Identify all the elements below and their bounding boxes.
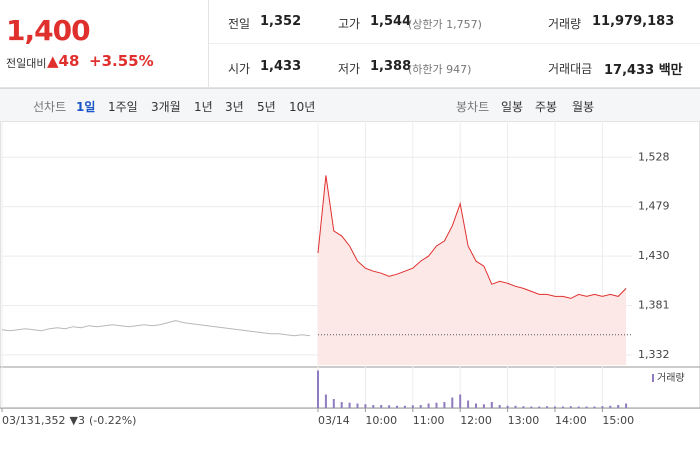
y-tick-label: 1,479 — [638, 200, 670, 213]
x-tick-label: 14:00 — [555, 414, 587, 427]
summary-label: 거래량 — [548, 17, 582, 31]
volume-bar — [506, 405, 509, 408]
volume-bar — [490, 402, 493, 408]
info-price: 1,352 — [34, 414, 66, 427]
volume-bar — [625, 403, 628, 408]
info-change: ▼3 — [70, 414, 85, 427]
summary-label: 저가 — [338, 62, 361, 76]
period-tab[interactable]: 5년 — [257, 100, 276, 114]
volume-bar — [609, 405, 612, 408]
y-tick-label: 1,332 — [638, 348, 670, 361]
volume-bar — [451, 397, 454, 408]
summary-label: 전일 — [228, 17, 251, 31]
volume-bar — [443, 402, 446, 408]
price-line — [317, 175, 627, 299]
candle-tab[interactable]: 월봉 — [572, 100, 595, 114]
volume-bar — [340, 402, 343, 408]
volume-bar — [514, 405, 517, 408]
price-box — [0, 0, 209, 88]
volume-bar — [554, 406, 556, 408]
info-change-pct: (-0.22%) — [89, 414, 137, 427]
summary-value: 1,352 — [260, 14, 302, 29]
summary-divider — [209, 43, 700, 44]
volume-bar — [403, 405, 406, 408]
tab-bar: 선차트 봉차트 1일 1주일 3개월 1년 3년 5년 10년 일봉 주봉 월봉 — [0, 88, 700, 122]
period-tab[interactable]: 3개월 — [151, 100, 181, 114]
period-tab[interactable]: 1년 — [194, 100, 213, 114]
volume-bar — [459, 394, 462, 408]
volume-bar — [538, 406, 541, 408]
volume-bar — [435, 402, 438, 408]
summary-value: 1,433 — [260, 59, 302, 74]
chart: 1,332 1,381 1,430 1,479 1,528 03/13 03/14 10:00… — [0, 121, 700, 427]
summary-value: 11,979,183 — [592, 14, 675, 29]
legend-swatch — [652, 374, 654, 382]
volume-bar — [419, 405, 422, 408]
volume-bar — [593, 406, 596, 408]
summary-value: 1,544 — [370, 14, 412, 29]
change-label: 전일대비 — [6, 57, 47, 70]
y-tick-label: 1,381 — [638, 299, 670, 312]
volume-bar — [317, 370, 319, 408]
volume-bar — [617, 405, 620, 408]
summary-label: 시가 — [228, 62, 251, 76]
volume-bar — [569, 406, 572, 408]
x-tick-label: 12:00 — [460, 414, 492, 427]
x-tick-label: 11:00 — [413, 414, 445, 427]
period-tab[interactable]: 1주일 — [108, 100, 138, 114]
line-chart-label: 선차트 — [33, 100, 67, 114]
volume-bar — [411, 405, 414, 408]
volume-bar — [601, 406, 604, 408]
volume-bar — [380, 405, 383, 408]
volume-bar — [396, 405, 398, 408]
period-tab[interactable]: 10년 — [289, 100, 316, 114]
volume-bar — [530, 406, 533, 408]
x-tick-label: 03/13 — [2, 414, 34, 427]
volume-bar — [388, 405, 391, 408]
summary-label: 거래대금 — [548, 62, 593, 76]
volume-bar — [577, 406, 580, 408]
summary-note: (하한가 947) — [408, 63, 472, 76]
volume-bar — [372, 405, 375, 408]
x-tick-label: 15:00 — [602, 414, 634, 427]
volume-bar — [356, 403, 359, 408]
y-tick-label: 1,528 — [638, 150, 670, 163]
volume-bar — [364, 404, 367, 408]
volume-bar — [348, 402, 351, 408]
change-pct: +3.55% — [89, 52, 154, 70]
period-tab[interactable]: 1일 — [76, 100, 96, 114]
change: ▲48 — [47, 52, 80, 70]
volume-bar — [427, 403, 430, 408]
x-tick-label: 03/14 — [318, 414, 350, 427]
volume-bar — [522, 406, 525, 408]
volume-bar — [482, 404, 485, 408]
volume-bar — [546, 406, 549, 408]
candle-chart-label: 봉차트 — [456, 100, 490, 114]
y-tick-label: 1,430 — [638, 249, 670, 262]
volume-bar — [332, 399, 335, 408]
volume-bar — [324, 394, 327, 408]
volume-bar — [498, 405, 501, 408]
price-line — [1, 320, 311, 337]
volume-bar — [475, 403, 477, 408]
summary-box — [209, 0, 700, 88]
volume-bar — [585, 406, 588, 408]
candle-tab[interactable]: 일봉 — [501, 100, 524, 114]
legend-label: 거래량 — [657, 372, 685, 384]
volume-bar — [467, 400, 470, 408]
current-price: 1,400 — [6, 14, 91, 47]
summary-value: 17,433 백만 — [604, 63, 683, 78]
x-tick-label: 10:00 — [365, 414, 397, 427]
period-tab[interactable]: 3년 — [225, 100, 244, 114]
area-fill — [318, 175, 627, 365]
hover-info: 1,352 ▼3 (-0.22%) — [34, 414, 136, 427]
x-tick-label: 13:00 — [508, 414, 540, 427]
summary-label: 고가 — [338, 17, 361, 31]
summary-note: (상한가 1,757) — [408, 18, 482, 31]
volume-bar — [561, 406, 564, 408]
candle-tab[interactable]: 주봉 — [535, 100, 558, 114]
summary-value: 1,388 — [370, 59, 412, 74]
